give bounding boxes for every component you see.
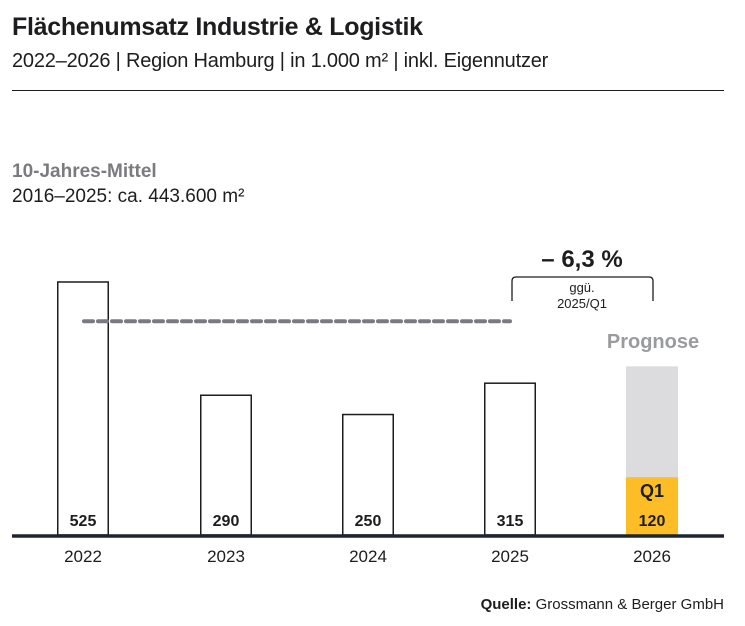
prognose-label: Prognose xyxy=(607,331,699,353)
x-tick-label-2026: 2026 xyxy=(633,547,671,566)
delta-note-line1: ggü. xyxy=(569,280,594,295)
value-label-2022: 525 xyxy=(70,513,97,530)
delta-note-line2: 2025/Q1 xyxy=(557,296,607,311)
value-label-2023: 290 xyxy=(213,513,240,530)
source-note: Quelle: Grossmann & Berger GmbH xyxy=(481,596,724,613)
value-label-2024: 250 xyxy=(355,513,382,530)
source-label: Quelle: xyxy=(480,596,532,613)
x-tick-label-2023: 2023 xyxy=(207,547,245,566)
delta-annotation: – 6,3 % xyxy=(541,246,622,273)
x-tick-label-2025: 2025 xyxy=(491,547,529,566)
bar-2024 xyxy=(342,413,394,536)
header-divider xyxy=(12,90,724,91)
source-text: Grossmann & Berger GmbH xyxy=(535,596,724,613)
value-label-2025: 315 xyxy=(497,513,524,530)
delta-bracket xyxy=(511,276,654,301)
bar-2023 xyxy=(200,394,252,536)
x-tick-label-2022: 2022 xyxy=(64,547,102,566)
bar-2025 xyxy=(484,382,536,536)
chart-subtitle: 2022–2026 | Region Hamburg | in 1.000 m²… xyxy=(12,50,549,72)
labels-layer: 525 2022 290 2023 250 2024 315 2025 Q1 120 2026 xyxy=(64,481,671,566)
bar-q1-2026 xyxy=(626,477,678,535)
value-label-2026: 120 xyxy=(639,513,666,530)
x-tick-label-2024: 2024 xyxy=(349,547,387,566)
q1-label: Q1 xyxy=(640,481,664,501)
chart-title: Flächenumsatz Industrie & Logistik xyxy=(12,13,423,41)
average-value: 2016–2025: ca. 443.600 m² xyxy=(12,186,245,207)
average-title: 10-Jahres-Mittel xyxy=(12,161,157,182)
